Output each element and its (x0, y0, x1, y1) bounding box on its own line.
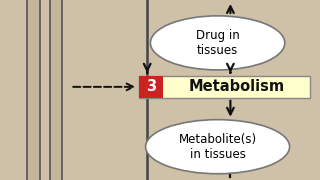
Text: Metabolite(s)
in tissues: Metabolite(s) in tissues (179, 133, 257, 161)
FancyBboxPatch shape (139, 76, 310, 98)
Text: Metabolism: Metabolism (189, 79, 285, 94)
FancyBboxPatch shape (139, 76, 163, 98)
FancyBboxPatch shape (27, 0, 40, 180)
FancyBboxPatch shape (50, 0, 62, 180)
Ellipse shape (146, 120, 290, 174)
Text: 3: 3 (146, 79, 156, 94)
Text: Drug in
tissues: Drug in tissues (196, 29, 239, 57)
Ellipse shape (150, 16, 285, 70)
